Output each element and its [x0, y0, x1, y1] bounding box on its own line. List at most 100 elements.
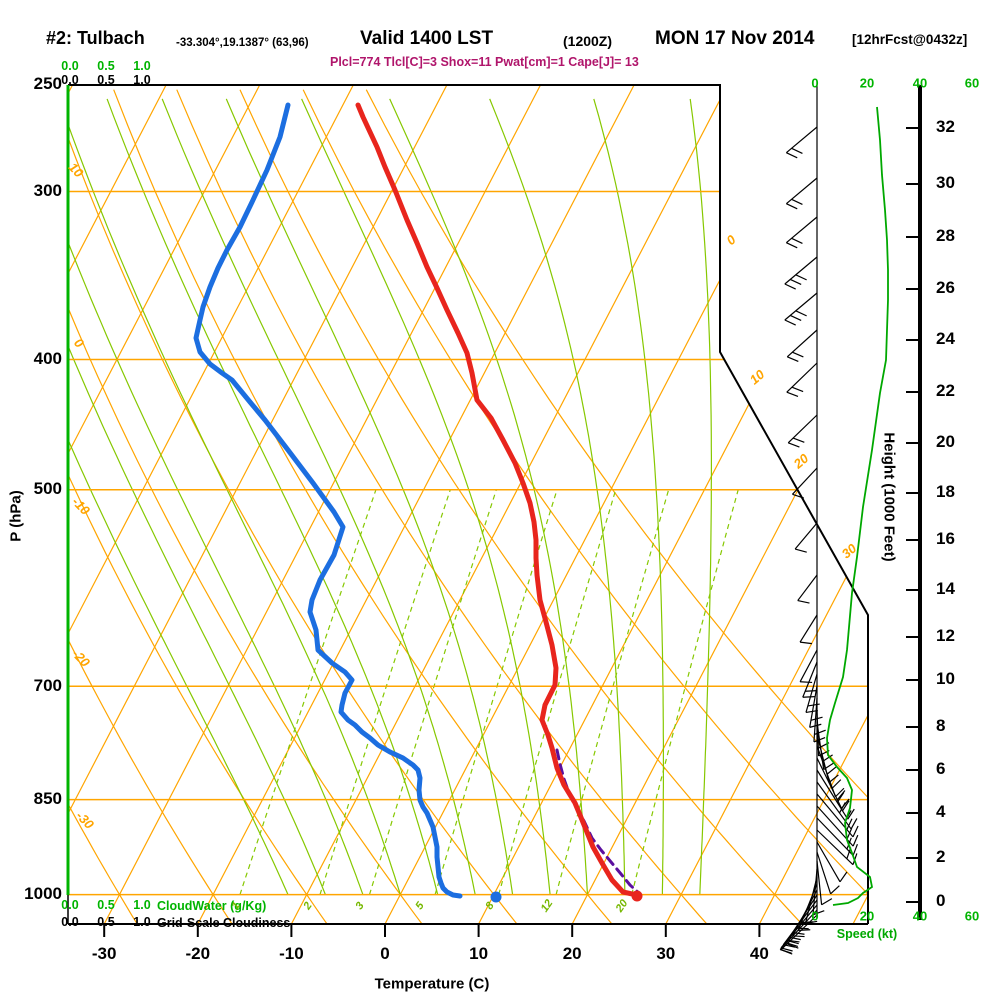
wind-barb-feather: [847, 808, 855, 820]
moist-adiabat-line: [689, 98, 713, 895]
pressure-tick-label: 400: [33, 348, 62, 368]
wind-barb: [809, 685, 818, 728]
moist-adiabat-line: [68, 98, 289, 895]
wind-barb-feather: [791, 237, 803, 244]
wind-barb-feather: [800, 681, 813, 684]
wind-barb-feather: [852, 834, 859, 847]
wind-barb: [816, 757, 843, 809]
wind-barb-feather: [790, 314, 802, 322]
isotherm-line: [384, 85, 822, 924]
isotherm-line: [758, 85, 868, 924]
wind-barb-feather: [786, 203, 798, 210]
wind-barb-feather: [850, 818, 858, 830]
isotherm-line: [571, 85, 868, 924]
wind-barb: [799, 649, 818, 683]
height-tick-label: 10: [936, 669, 955, 689]
wind-barb-feather: [794, 548, 807, 553]
cloudiness-scale-label-bottom: 0.0: [61, 915, 79, 929]
isotherm-line: [68, 85, 354, 924]
wind-barb-feather: [791, 198, 803, 205]
pressure-tick-label: 700: [33, 675, 62, 695]
cloudiness-scale-label-top: 0.0: [61, 73, 79, 87]
height-tick-label: 26: [936, 278, 955, 298]
cloudwater-scale-label-top: 1.0: [133, 59, 151, 73]
sounding-curves: [193, 102, 643, 903]
wind-barb-feather: [791, 386, 804, 393]
dewpoint-curve: [193, 102, 463, 899]
cloudwater-scale-label-top: 0.0: [61, 59, 79, 73]
wind-barb-feather: [787, 356, 799, 363]
wind-barb: [816, 841, 841, 883]
wind-barb: [816, 829, 854, 866]
speed-tick-label-top: 60: [964, 75, 980, 91]
parcel-path-curve: [555, 748, 642, 896]
temperature-tick-label: -10: [279, 944, 304, 963]
wind-barb: [816, 793, 854, 838]
wind-barb-feather: [835, 787, 845, 798]
moist-adiabat-line: [68, 98, 326, 895]
wind-barb-feather: [801, 921, 814, 924]
station-title: #2: Tulbach: [46, 28, 145, 48]
cloudwater-scale-label-top: 0.5: [97, 59, 115, 73]
temperature-curve: [355, 102, 640, 898]
wind-barb-feather: [791, 147, 803, 154]
mixing-ratio-line: [239, 489, 377, 895]
isotherm-line: [852, 85, 868, 924]
surface-dewpoint-dot: [490, 891, 502, 903]
dry-adiabat-line: [68, 89, 233, 924]
height-tick-label: 14: [936, 579, 955, 599]
dry-adiabat-line: [176, 89, 708, 924]
moist-adiabat-line: [106, 98, 439, 895]
valid-zulu: (1200Z): [563, 33, 613, 49]
isotherm-line: [947, 85, 1000, 924]
pressure-tick-label: 250: [33, 74, 62, 94]
speed-tick-label-top: 0: [811, 75, 819, 91]
wind-barb-feather: [852, 825, 859, 838]
surface-temperature-dot: [631, 890, 643, 902]
dry-adiabat-line: [302, 89, 868, 924]
wind-barb-feather: [784, 319, 796, 326]
moist-adiabat-line: [225, 98, 514, 895]
wind-barb-feather: [830, 885, 840, 895]
wind-barb: [786, 329, 818, 358]
wind-barb-feather: [846, 818, 853, 830]
moist-adiabat-line: [161, 98, 476, 895]
wind-barb-feather: [836, 790, 846, 801]
wind-barb: [812, 868, 818, 915]
wind-barb: [816, 860, 823, 905]
wind-barb-feather: [826, 766, 837, 775]
moist-adiabat-line: [593, 98, 665, 895]
wind-barb-feather: [836, 792, 845, 803]
height-tick-label: 18: [936, 482, 955, 502]
mixing-ratio-line: [555, 489, 670, 895]
wind-barb-feather: [805, 690, 818, 692]
height-tick-label: 32: [936, 117, 955, 137]
dry-adiabat-line: [68, 89, 423, 924]
height-tick-label: 30: [936, 173, 955, 193]
cloudiness-scale-label-top: 0.5: [97, 73, 115, 87]
isotherm-line: [665, 85, 868, 924]
forecast-tag: [12hrFcst@0432z]: [852, 32, 968, 47]
wind-barb-feather: [792, 351, 804, 358]
wind-barb-feather: [792, 437, 805, 443]
wind-barb-feather: [788, 442, 800, 448]
wind-barb-feather: [846, 828, 853, 840]
wind-barb: [805, 673, 818, 713]
plot-frame: [67, 84, 869, 937]
mixing-ratio-line: [319, 489, 451, 895]
wind-barb-feather: [839, 871, 848, 883]
wind-barb: [785, 177, 818, 205]
gridscale-label: Grid-Scale Cloudiness: [157, 916, 291, 930]
isotherm-line: [290, 85, 729, 924]
height-tick-label: 8: [936, 716, 946, 736]
cloudwater-scale-label-bottom: 1.0: [133, 898, 151, 912]
wind-barb: [779, 909, 818, 950]
wind-barb-feather: [786, 391, 799, 398]
cloudiness-scale-label-top: 1.0: [133, 73, 151, 87]
wind-barb-feather: [842, 800, 850, 812]
temperature-tick-label: 40: [749, 944, 769, 963]
wind-barb-feather: [780, 949, 793, 955]
wind-barb-feather: [798, 929, 811, 931]
dry-adiabat-line: [68, 89, 138, 924]
wind-barb: [813, 697, 818, 742]
